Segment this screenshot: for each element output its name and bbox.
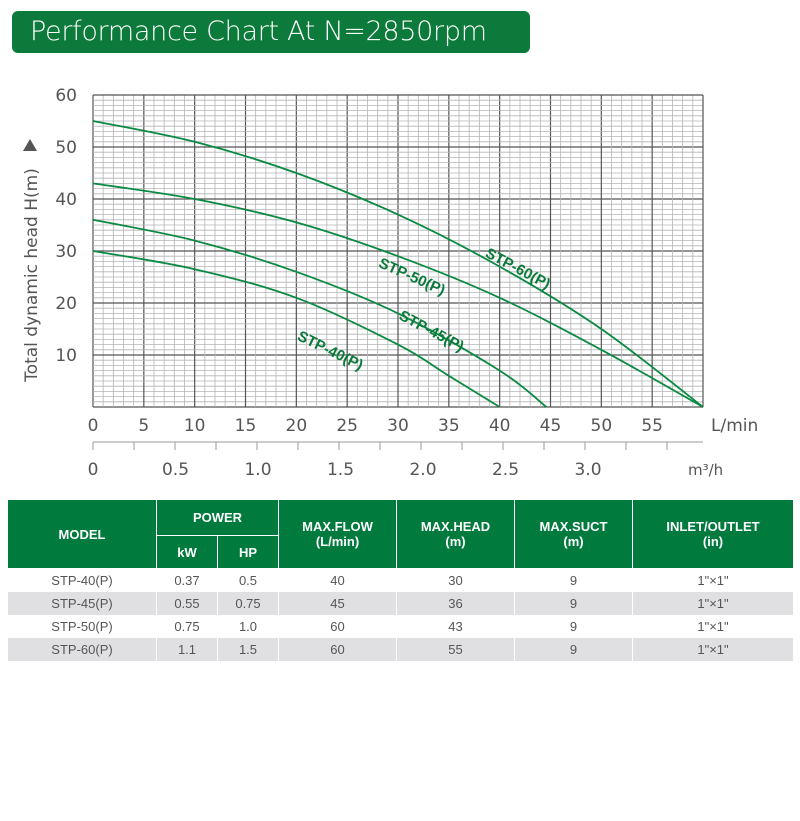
table-row: STP-60(P) 1.1 1.5 60 55 9 1"×1" [7,638,794,661]
m3h-tick-label: 1.5 [327,460,354,480]
y-axis-label: Total dynamic head H(m) [22,168,42,383]
table-cell: STP-40(P) [7,568,157,592]
table-cell: 9 [514,592,633,615]
table-cell: 1.0 [217,615,279,638]
x-tick-label: 25 [336,416,358,436]
table-cell: 1"×1" [632,638,794,661]
m3h-tick-label: 2.0 [409,460,436,480]
x-tick-label: 40 [489,416,511,436]
table-cell: 0.37 [156,568,218,592]
table-cell: 43 [396,615,515,638]
table-cell: STP-50(P) [7,615,157,638]
table-cell: 0.75 [217,592,279,615]
table-cell: 30 [396,568,515,592]
x-tick-label: 10 [184,416,206,436]
table-cell: 60 [278,638,397,661]
table-cell: STP-45(P) [7,592,157,615]
table-cell: 1"×1" [632,568,794,592]
table-row: STP-45(P) 0.55 0.75 45 36 9 1"×1" [7,592,794,615]
m3h-axis-label: m³/h [688,461,723,479]
curve-stp-40p [92,250,501,408]
header-kw: kW [156,535,218,569]
table-row: STP-40(P) 0.37 0.5 40 30 9 1"×1" [7,568,794,592]
x-tick-label: 0 [88,416,99,436]
m3h-tick-label: 1.0 [244,460,271,480]
table-cell: 0.55 [156,592,218,615]
x-tick-label: 15 [235,416,257,436]
y-tick-label: 30 [55,242,77,262]
table-cell: STP-60(P) [7,638,157,661]
header-model: MODEL [7,499,157,569]
table-cell: 40 [278,568,397,592]
m3h-tick-label: 0.5 [162,460,189,480]
table-cell: 1.1 [156,638,218,661]
x-tick-label: 20 [286,416,308,436]
x-tick-label: 5 [138,416,149,436]
table-cell: 45 [278,592,397,615]
table-cell: 0.5 [217,568,279,592]
x-tick-label: 55 [641,416,663,436]
table-cell: 0.75 [156,615,218,638]
y-tick-label: 20 [55,294,77,314]
performance-chart: 0 5 10 15 20 25 30 35 40 45 50 55 L/min 10 20 30 40 50 60 T… [22,86,758,480]
m3h-tick-label: 2.5 [492,460,519,480]
x-tick-label: 50 [591,416,613,436]
curve-label: STP-40(P) [295,328,366,374]
chart-title: Performance Chart At N=2850rpm [12,11,530,53]
table-cell: 9 [514,568,633,592]
x-tick-label: 30 [387,416,409,436]
m3h-tick-label: 0 [88,460,99,480]
y-tick-label: 60 [55,86,77,106]
curve-stp-50p [92,182,704,408]
header-suct: MAX.SUCT (m) [514,499,633,569]
table-cell: 60 [278,615,397,638]
y-tick-label: 10 [55,346,77,366]
x-tick-label: 45 [540,416,562,436]
table-cell: 9 [514,638,633,661]
table-cell: 1"×1" [632,615,794,638]
curve-label: STP-45(P) [396,307,467,355]
x-tick-label: 35 [438,416,460,436]
header-io: INLET/OUTLET (in) [632,499,794,569]
x-axis-label: L/min [711,416,758,436]
y-tick-label: 50 [55,138,77,158]
up-arrow-icon [23,139,37,151]
m3h-tick-label: 3.0 [574,460,601,480]
table-cell: 55 [396,638,515,661]
header-head: MAX.HEAD (m) [396,499,515,569]
header-flow: MAX.FLOW (L/min) [278,499,397,569]
header-hp: HP [217,535,279,569]
curve-stp-45p [92,218,547,408]
table-cell: 9 [514,615,633,638]
table-cell: 36 [396,592,515,615]
curve-label: STP-60(P) [483,245,554,293]
curve-stp-60p [92,120,704,408]
table-cell: 1"×1" [632,592,794,615]
table-row: STP-50(P) 0.75 1.0 60 43 9 1"×1" [7,615,794,638]
header-power: POWER [156,499,279,536]
spec-table: MODEL POWER MAX.FLOW (L/min) MAX.HEAD (m) … [7,499,794,661]
y-tick-label: 40 [55,190,77,210]
table-cell: 1.5 [217,638,279,661]
